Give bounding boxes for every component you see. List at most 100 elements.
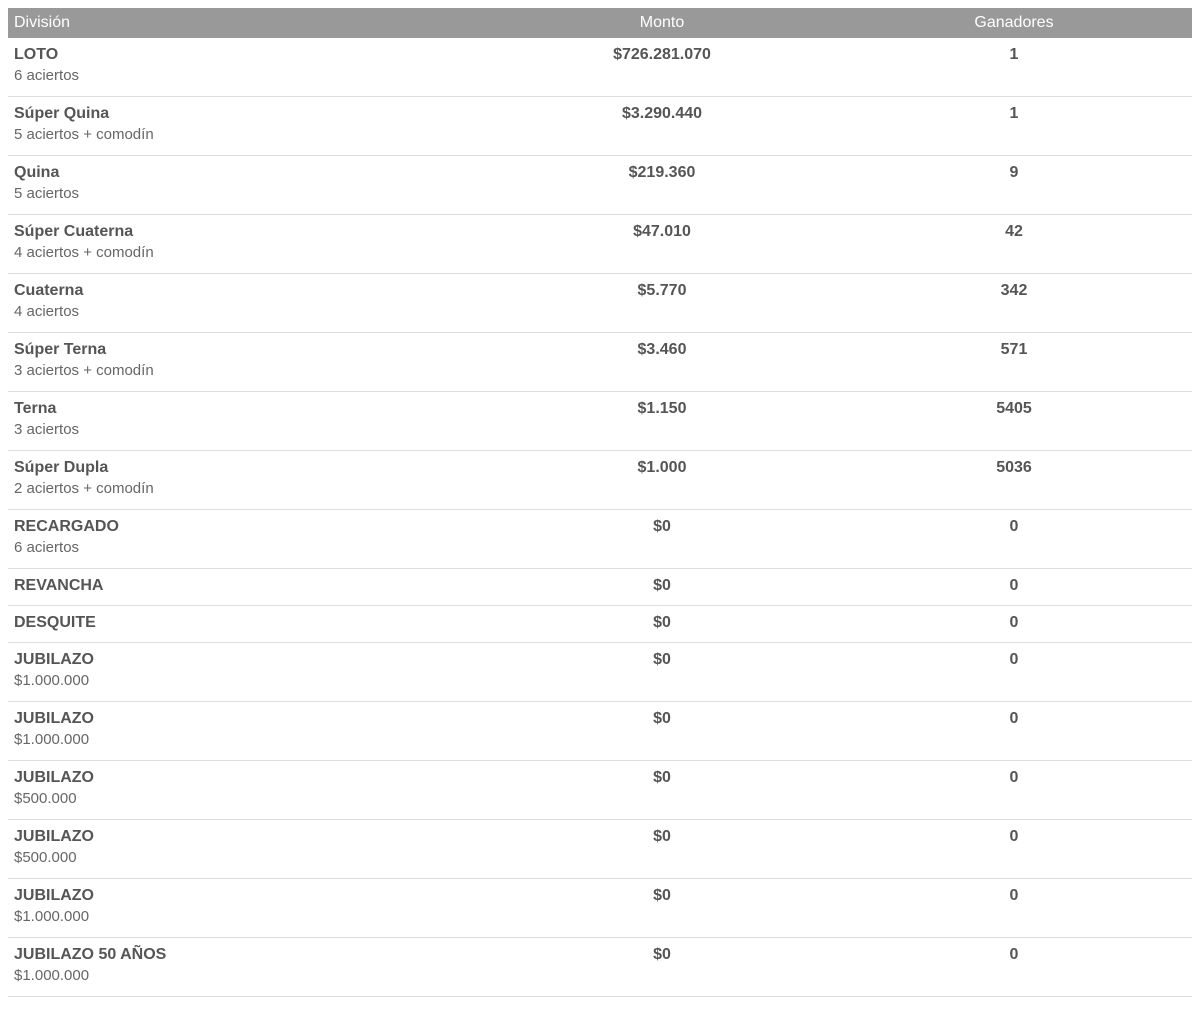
division-cell: JUBILAZO $500.000 (8, 760, 488, 820)
prize-row: JUBILAZO $500.000 $0 0 (8, 760, 1192, 820)
winners-cell: 5405 (836, 391, 1192, 451)
division-detail: $500.000 (14, 849, 77, 866)
division-detail: $1.000.000 (14, 672, 90, 689)
amount-cell: $0 (488, 642, 836, 702)
division-name: JUBILAZO (14, 887, 94, 904)
division-name: RECARGADO (14, 518, 119, 535)
winners-cell: 42 (836, 214, 1192, 274)
division-detail: 6 aciertos (14, 539, 80, 556)
division-detail: $500.000 (14, 790, 77, 807)
amount-cell: $0 (488, 878, 836, 938)
division-cell: LOTO 6 aciertos (8, 38, 488, 97)
division-name: Súper Terna (14, 341, 107, 358)
prize-row: JUBILAZO $500.000 $0 0 (8, 819, 1192, 879)
amount-cell: $0 (488, 760, 836, 820)
amount-cell: $0 (488, 605, 836, 643)
division-name: JUBILAZO (14, 651, 94, 668)
prize-row: DESQUITE $0 0 (8, 605, 1192, 643)
prize-row: JUBILAZO $1.000.000 $0 0 (8, 878, 1192, 938)
prize-row: JUBILAZO $1.000.000 $0 0 (8, 701, 1192, 761)
division-cell: Súper Cuaterna 4 aciertos + comodín (8, 214, 488, 274)
division-detail: $1.000.000 (14, 967, 90, 984)
amount-cell: $0 (488, 509, 836, 569)
division-name: DESQUITE (14, 614, 96, 631)
division-cell: Súper Terna 3 aciertos + comodín (8, 332, 488, 392)
winners-cell: 0 (836, 878, 1192, 938)
division-name: LOTO (14, 46, 59, 63)
division-detail: 5 aciertos (14, 185, 80, 202)
winners-cell: 342 (836, 273, 1192, 333)
amount-cell: $3.290.440 (488, 96, 836, 156)
division-cell: JUBILAZO 50 AÑOS $1.000.000 (8, 937, 488, 997)
division-detail: 3 aciertos (14, 421, 80, 438)
division-name: Terna (14, 400, 57, 417)
division-name: JUBILAZO (14, 710, 94, 727)
division-cell: JUBILAZO $1.000.000 (8, 642, 488, 702)
division-cell: DESQUITE (8, 605, 488, 643)
amount-cell: $0 (488, 568, 836, 606)
prize-row: Quina 5 aciertos $219.360 9 (8, 155, 1192, 215)
division-detail: $1.000.000 (14, 731, 90, 748)
division-name: Súper Cuaterna (14, 223, 134, 240)
table-body: LOTO 6 aciertos $726.281.070 1 Súper Quina 5 … (8, 38, 1192, 997)
division-cell: REVANCHA (8, 568, 488, 606)
header-cell: División (8, 8, 488, 38)
division-name: REVANCHA (14, 577, 104, 594)
division-name: JUBILAZO (14, 769, 94, 786)
winners-cell: 0 (836, 605, 1192, 643)
prize-row: Súper Dupla 2 aciertos + comodín $1.000 503… (8, 450, 1192, 510)
amount-cell: $0 (488, 701, 836, 761)
amount-cell: $3.460 (488, 332, 836, 392)
prize-row: LOTO 6 aciertos $726.281.070 1 (8, 38, 1192, 97)
division-detail: 2 aciertos + comodín (14, 480, 154, 497)
prize-row: JUBILAZO 50 AÑOS $1.000.000 $0 0 (8, 937, 1192, 997)
winners-cell: 1 (836, 96, 1192, 156)
amount-cell: $726.281.070 (488, 38, 836, 97)
winners-cell: 9 (836, 155, 1192, 215)
division-cell: JUBILAZO $500.000 (8, 819, 488, 879)
division-detail: 4 aciertos (14, 303, 80, 320)
amount-cell: $47.010 (488, 214, 836, 274)
prize-row: REVANCHA $0 0 (8, 568, 1192, 606)
winners-cell: 0 (836, 937, 1192, 997)
prize-row: Súper Quina 5 aciertos + comodín $3.290.44… (8, 96, 1192, 156)
winners-cell: 0 (836, 819, 1192, 879)
amount-cell: $0 (488, 937, 836, 997)
division-cell: JUBILAZO $1.000.000 (8, 878, 488, 938)
winners-cell: 5036 (836, 450, 1192, 510)
division-name: JUBILAZO 50 AÑOS (14, 946, 167, 963)
prize-table: División Monto Ganadores LOTO 6 aciertos $… (8, 8, 1192, 997)
prize-row: Súper Cuaterna 4 aciertos + comodín $47.01… (8, 214, 1192, 274)
division-cell: Quina 5 aciertos (8, 155, 488, 215)
prize-row: JUBILAZO $1.000.000 $0 0 (8, 642, 1192, 702)
winners-cell: 571 (836, 332, 1192, 392)
amount-cell: $0 (488, 819, 836, 879)
table-header: División Monto Ganadores (8, 8, 1192, 38)
header-row: División Monto Ganadores (8, 8, 1192, 38)
division-cell: RECARGADO 6 aciertos (8, 509, 488, 569)
prize-row: Cuaterna 4 aciertos $5.770 342 (8, 273, 1192, 333)
division-cell: Súper Quina 5 aciertos + comodín (8, 96, 488, 156)
division-name: Súper Dupla (14, 459, 109, 476)
amount-cell: $219.360 (488, 155, 836, 215)
division-detail: 6 aciertos (14, 67, 80, 84)
division-cell: Cuaterna 4 aciertos (8, 273, 488, 333)
winners-cell: 1 (836, 38, 1192, 97)
header-cell: Ganadores (836, 8, 1192, 38)
division-detail: 3 aciertos + comodín (14, 362, 154, 379)
winners-cell: 0 (836, 568, 1192, 606)
amount-cell: $1.000 (488, 450, 836, 510)
header-cell: Monto (488, 8, 836, 38)
winners-cell: 0 (836, 642, 1192, 702)
division-name: JUBILAZO (14, 828, 94, 845)
division-detail: 4 aciertos + comodín (14, 244, 154, 261)
division-name: Cuaterna (14, 282, 84, 299)
division-name: Súper Quina (14, 105, 110, 122)
division-detail: $1.000.000 (14, 908, 90, 925)
amount-cell: $1.150 (488, 391, 836, 451)
winners-cell: 0 (836, 760, 1192, 820)
winners-cell: 0 (836, 509, 1192, 569)
division-detail: 5 aciertos + comodín (14, 126, 154, 143)
division-cell: Súper Dupla 2 aciertos + comodín (8, 450, 488, 510)
prize-row: Súper Terna 3 aciertos + comodín $3.460 571 (8, 332, 1192, 392)
